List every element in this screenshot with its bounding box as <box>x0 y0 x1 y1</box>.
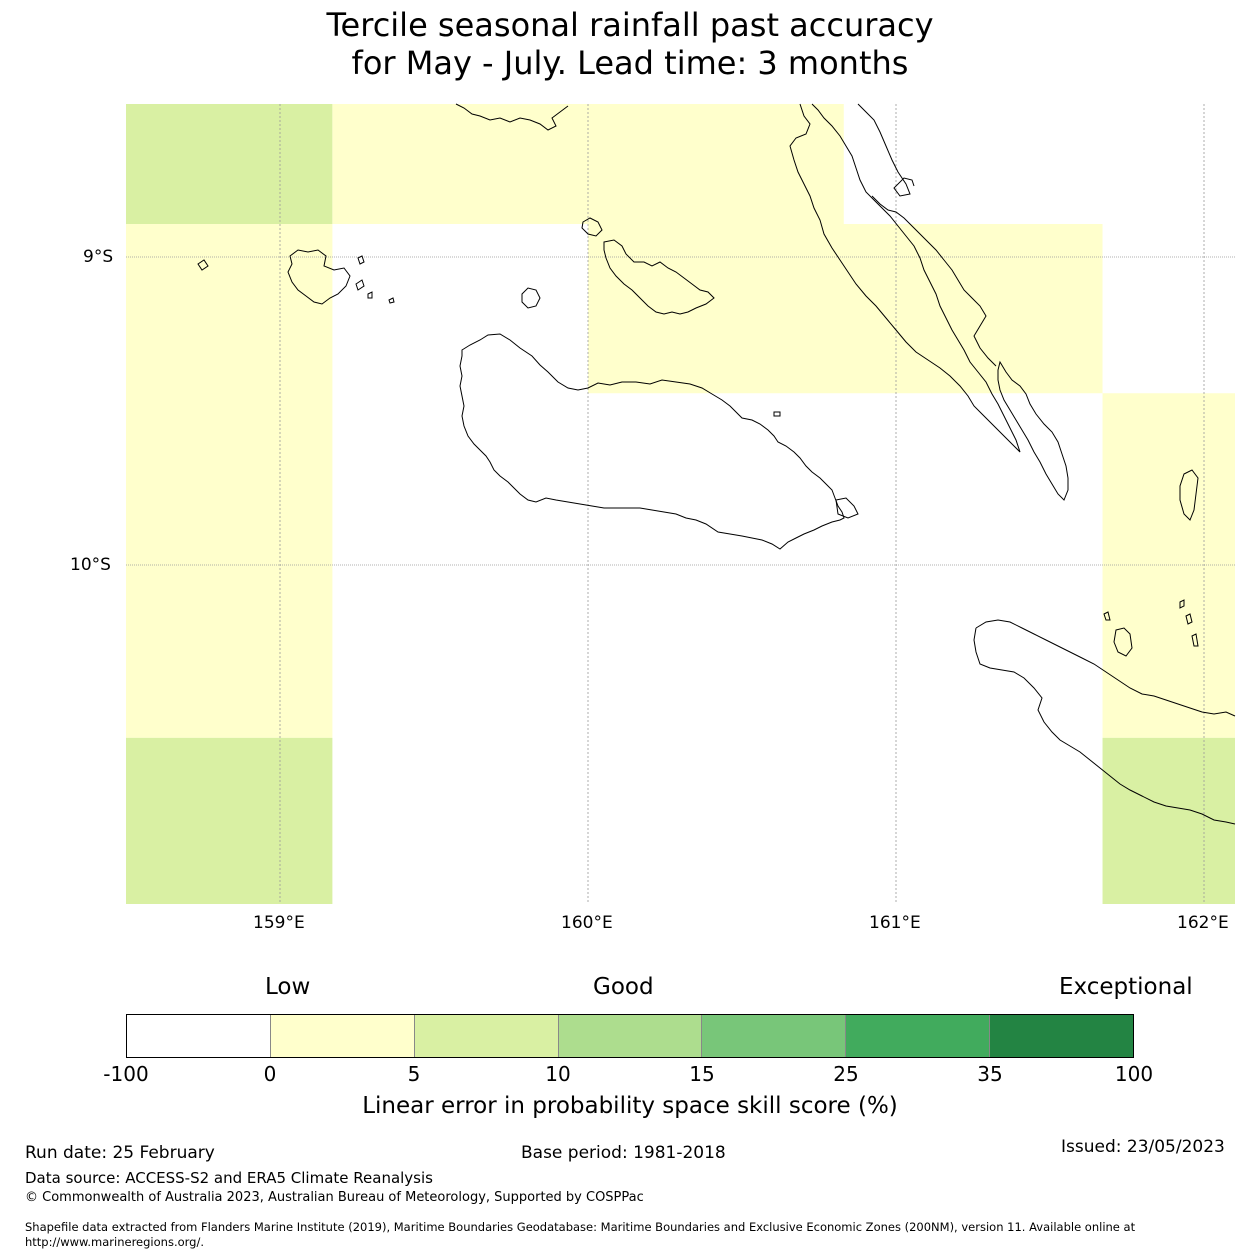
small-island-coastline <box>1113 627 1133 657</box>
colorbar-tick: -100 <box>103 1062 149 1086</box>
colorbar-segment <box>127 1015 271 1057</box>
colorbar-label-exceptional: Exceptional <box>1059 974 1193 1000</box>
gridlines <box>126 104 1235 904</box>
copyright: © Commonwealth of Australia 2023, Austra… <box>25 1190 644 1205</box>
small-island-coastline <box>357 255 365 265</box>
small-island-coastline <box>835 497 859 519</box>
colorbar-tick: 100 <box>1114 1062 1154 1086</box>
small-island-coastline <box>1191 633 1199 647</box>
colorbar-tick: 15 <box>689 1062 715 1086</box>
nggela-island-coastline <box>581 217 603 237</box>
chart-title-line1: Tercile seasonal rainfall past accuracy <box>326 6 934 44</box>
colorbar-segment <box>702 1015 847 1057</box>
colorbar-segment <box>990 1015 1134 1057</box>
small-island-coastline <box>388 297 395 304</box>
colorbar <box>126 1014 1134 1058</box>
base-period: Base period: 1981-2018 <box>521 1143 726 1163</box>
lon-tick-161e: 161°E <box>869 913 921 933</box>
colorbar-segment <box>270 1015 415 1057</box>
colorbar-tick: 25 <box>833 1062 859 1086</box>
skill-cell <box>1102 737 1235 904</box>
santa-isabel-coastline <box>789 103 1021 453</box>
north-islands-coastline <box>455 103 569 131</box>
skill-map <box>126 103 1236 904</box>
skill-cell <box>1102 393 1235 738</box>
colorbar-segment <box>414 1015 559 1057</box>
skill-cell <box>126 224 333 738</box>
nggela-west-coastline <box>603 239 715 315</box>
colorbar-tick: 5 <box>407 1062 421 1086</box>
colorbar-tick: 10 <box>545 1062 571 1086</box>
lon-tick-159e: 159°E <box>253 913 305 933</box>
small-island-coastline <box>1103 611 1111 621</box>
colorbar-tick: 0 <box>263 1062 277 1086</box>
skill-cells <box>126 104 1235 904</box>
lat-tick-9s: 9°S <box>83 247 114 267</box>
guadalcanal-coastline <box>459 333 845 550</box>
isabel-tip-coastline <box>997 360 1069 501</box>
small-island-coastline <box>355 279 365 291</box>
small-island-coastline <box>367 291 373 299</box>
colorbar-segment <box>846 1015 991 1057</box>
skill-cell <box>126 104 333 224</box>
savo-island-coastline <box>521 287 541 309</box>
isabel-south-coastline <box>871 195 997 367</box>
data-source: Data source: ACCESS-S2 and ERA5 Climate … <box>25 1169 433 1187</box>
skill-cell <box>588 224 1103 394</box>
chart-title-line2: for May - July. Lead time: 3 months <box>351 44 909 82</box>
lat-tick-10s: 10°S <box>70 555 111 575</box>
makira-south-coastline <box>973 627 1236 825</box>
colorbar-axis-label: Linear error in probability space skill … <box>362 1093 898 1119</box>
shapefile-credit: Shapefile data extracted from Flanders M… <box>25 1220 1136 1249</box>
small-island-coastline <box>1185 613 1193 625</box>
small-island-coastline <box>773 411 781 417</box>
small-island-coastline <box>197 259 209 271</box>
colorbar-label-good: Good <box>593 974 654 1000</box>
isabel-east-coastline <box>857 103 915 197</box>
colorbar-segment <box>558 1015 703 1057</box>
small-island-coastline <box>1179 469 1199 521</box>
coastlines <box>197 103 1236 825</box>
russell-islands-coastline <box>287 249 351 305</box>
skill-cell <box>126 737 333 904</box>
lon-tick-162e: 162°E <box>1177 913 1229 933</box>
makira-coastline <box>975 619 1236 717</box>
issued-date: Issued: 23/05/2023 <box>1061 1137 1225 1157</box>
colorbar-tick: 35 <box>977 1062 1003 1086</box>
small-island-coastline <box>1179 599 1185 609</box>
colorbar-label-low: Low <box>265 974 311 1000</box>
run-date: Run date: 25 February <box>25 1143 215 1163</box>
lon-tick-160e: 160°E <box>561 913 613 933</box>
